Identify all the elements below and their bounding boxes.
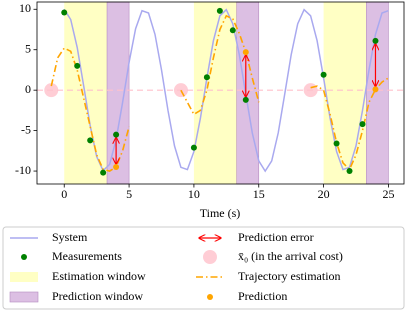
x-tick-label: 0: [61, 187, 67, 201]
legend-label: Measurements: [52, 249, 122, 263]
legend-box: [2, 226, 405, 310]
legend-label: Trajectory estimation: [238, 269, 341, 283]
y-tick-label: 10: [19, 1, 31, 15]
x-axis-label: Time (s): [200, 206, 241, 220]
prediction-point: [242, 49, 249, 56]
prediction-window: [236, 1, 260, 185]
x-tick-label: 10: [188, 187, 200, 201]
measurement-point: [229, 27, 236, 34]
measurement-point: [320, 71, 327, 78]
arrival-cost-marker: [173, 83, 188, 98]
measurement-point: [113, 131, 120, 138]
measurement-point: [346, 168, 353, 175]
legend-handle: [10, 272, 38, 282]
legend-label: System: [52, 230, 88, 244]
prediction-point: [372, 86, 379, 93]
measurement-point: [100, 169, 107, 176]
estimation-window: [64, 2, 108, 184]
measurement-point: [242, 96, 249, 103]
x-tick-label: 20: [318, 187, 330, 201]
plot-frame: [36, 1, 405, 185]
measurement-point: [74, 62, 81, 69]
legend-handle: [9, 291, 39, 303]
legend-handle: [207, 294, 213, 300]
y-tick-label: 5: [25, 41, 31, 55]
y-tick-label: -10: [15, 163, 31, 177]
measurement-point: [372, 37, 379, 44]
measurement-point: [190, 144, 197, 151]
legend-label: x̄₀ (in the arrival cost): [238, 249, 343, 263]
legend-handle: [203, 250, 217, 264]
legend-handle: [21, 254, 27, 260]
prediction-window: [106, 1, 130, 185]
estimation-window: [323, 2, 367, 184]
measurement-point: [61, 9, 68, 16]
x-tick-label: 15: [253, 187, 265, 201]
x-tick-label: 5: [126, 187, 132, 201]
arrival-cost-marker: [44, 83, 59, 98]
y-tick-label: 0: [25, 82, 31, 96]
y-tick-label: -5: [21, 122, 31, 136]
legend-label: Prediction: [238, 289, 287, 303]
measurement-point: [203, 74, 210, 81]
legend-label: Prediction window: [52, 289, 143, 303]
prediction-point: [113, 164, 120, 171]
measurement-point: [359, 121, 366, 128]
system-line: [63, 8, 389, 173]
measurement-point: [216, 7, 223, 14]
measurement-point: [333, 140, 340, 147]
legend-label: Prediction error: [238, 230, 314, 244]
arrival-cost-marker: [303, 83, 318, 98]
measurement-point: [87, 137, 94, 144]
legend-label: Estimation window: [52, 269, 146, 283]
x-tick-label: 25: [382, 187, 394, 201]
